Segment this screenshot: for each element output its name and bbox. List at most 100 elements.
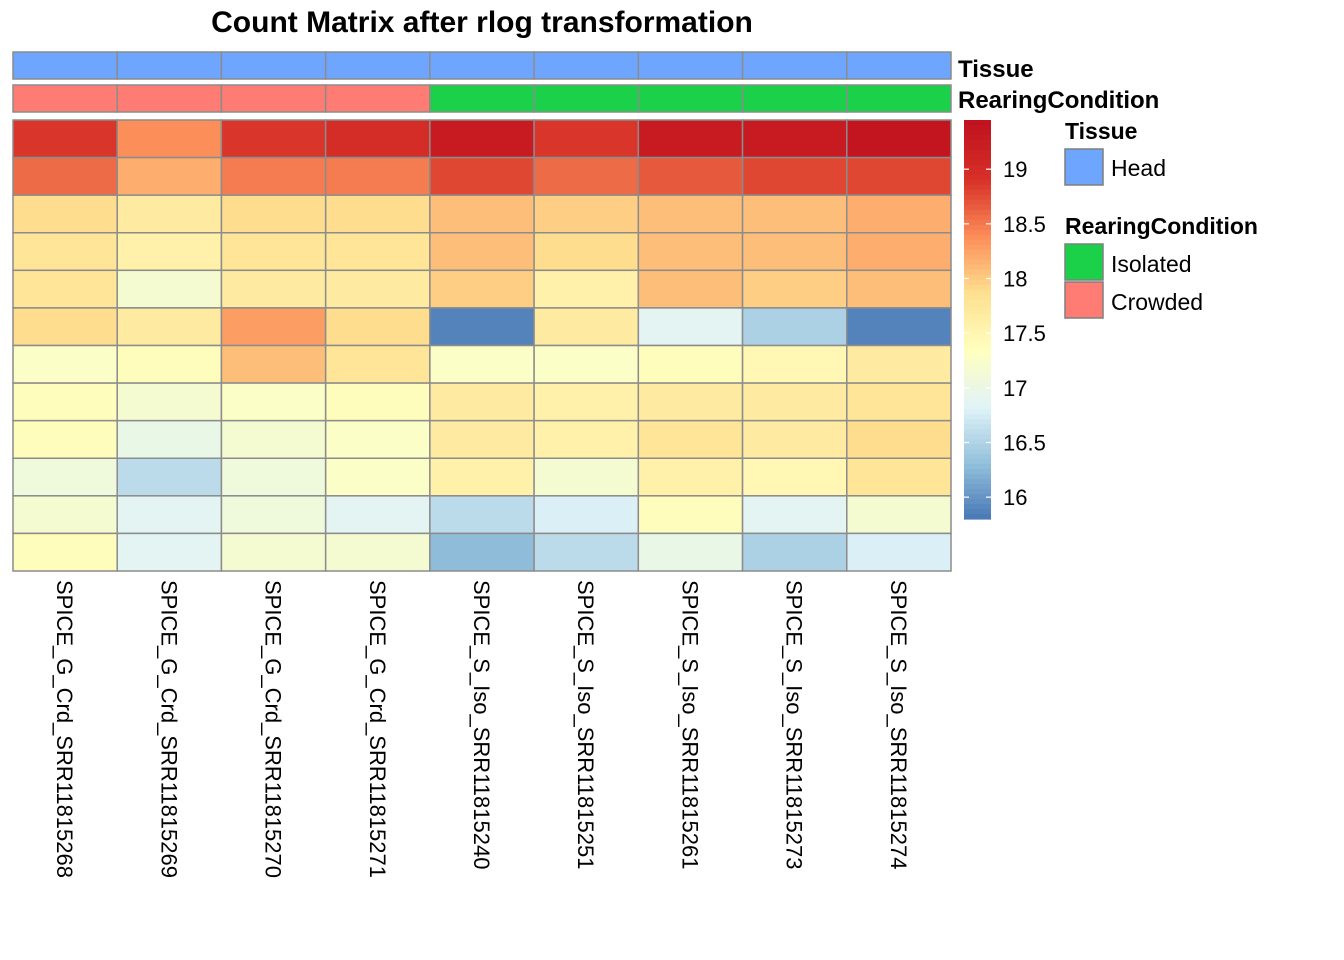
column-label: SPICE_S_Iso_SRR11815274 bbox=[886, 580, 911, 869]
color-scale-tick-label: 16 bbox=[1003, 485, 1027, 510]
tissue-annotation-cell bbox=[324, 51, 431, 80]
color-scale-segment bbox=[964, 129, 991, 136]
color-scale-segment bbox=[964, 364, 991, 370]
heatmap-cell bbox=[637, 419, 744, 459]
heatmap-cell bbox=[533, 382, 640, 422]
color-scale-segment bbox=[964, 509, 991, 515]
color-scale-segment bbox=[964, 289, 991, 296]
heatmap-cell bbox=[846, 382, 952, 422]
legend-swatch-crowded bbox=[1064, 281, 1104, 319]
heatmap-cell bbox=[741, 119, 848, 159]
heatmap-cell bbox=[637, 156, 744, 196]
legend-title-rearing-condition: RearingCondition bbox=[1065, 213, 1258, 239]
heatmap-cell bbox=[116, 419, 223, 459]
color-scale-segment bbox=[964, 424, 991, 430]
heatmap-cell bbox=[637, 194, 744, 234]
rearing-condition-annotation-label: RearingCondition bbox=[958, 87, 1159, 114]
color-scale-segment bbox=[964, 319, 991, 326]
heatmap-cell bbox=[324, 194, 431, 234]
color-scale-segment bbox=[964, 504, 991, 510]
heatmap-cell bbox=[429, 457, 535, 497]
color-scale-segment bbox=[964, 299, 991, 306]
heatmap-cell bbox=[324, 307, 431, 347]
color-scale-segment bbox=[964, 259, 991, 266]
column-label: SPICE_G_Crd_SRR11815269 bbox=[156, 580, 181, 878]
column-label: SPICE_S_Iso_SRR11815240 bbox=[469, 580, 494, 869]
color-scale-segment bbox=[964, 439, 991, 445]
heatmap-cell bbox=[533, 156, 640, 196]
color-scale-segment bbox=[964, 459, 991, 465]
color-scale-segment bbox=[964, 374, 991, 380]
color-scale-segment bbox=[964, 349, 991, 356]
rearing-condition-annotation-cell bbox=[116, 84, 223, 113]
heatmap-cell bbox=[116, 156, 223, 196]
heatmap-cell bbox=[220, 495, 327, 535]
tissue-annotation-cell bbox=[637, 51, 744, 80]
heatmap-cell bbox=[846, 307, 952, 347]
heatmap-cell bbox=[533, 269, 640, 309]
color-scale-segment bbox=[964, 184, 991, 191]
color-scale-segment bbox=[964, 334, 991, 341]
rearing-condition-annotation-bar bbox=[12, 84, 952, 113]
heatmap-cell bbox=[220, 457, 327, 497]
heatmap-cell bbox=[220, 194, 327, 234]
heatmap-cell bbox=[12, 419, 118, 459]
heatmap-cell bbox=[846, 194, 952, 234]
color-scale-segment bbox=[964, 120, 991, 126]
color-scale-segment bbox=[964, 149, 991, 156]
heatmap-cells bbox=[12, 119, 952, 572]
heatmap-cell bbox=[741, 269, 848, 309]
color-scale-tick-label: 19 bbox=[1003, 157, 1027, 182]
legend-label-isolated: Isolated bbox=[1111, 251, 1192, 277]
heatmap-cell bbox=[12, 269, 118, 309]
rearing-condition-annotation-cell bbox=[533, 84, 640, 113]
color-scale-segment bbox=[964, 489, 991, 495]
heatmap-cell bbox=[741, 532, 848, 572]
heatmap-cell bbox=[324, 156, 431, 196]
color-scale-segment bbox=[964, 444, 991, 450]
column-labels: SPICE_G_Crd_SRR11815268 SPICE_G_Crd_SRR11… bbox=[52, 580, 911, 878]
heatmap-cell bbox=[429, 232, 535, 272]
color-scale-segment bbox=[964, 294, 991, 301]
heatmap-cell bbox=[324, 532, 431, 572]
heatmap-cell bbox=[116, 119, 223, 159]
rearing-condition-annotation-cell bbox=[220, 84, 327, 113]
heatmap-cell bbox=[637, 457, 744, 497]
heatmap-cell bbox=[116, 532, 223, 572]
heatmap-cell bbox=[846, 269, 952, 309]
color-scale-segment bbox=[964, 169, 991, 176]
heatmap-cell bbox=[741, 156, 848, 196]
tissue-annotation-cell bbox=[220, 51, 327, 80]
heatmap-cell bbox=[220, 382, 327, 422]
rearing-condition-annotation-cell bbox=[324, 84, 431, 113]
heatmap-cell bbox=[12, 457, 118, 497]
color-scale-segment bbox=[964, 189, 991, 196]
tissue-annotation-cell bbox=[533, 51, 640, 80]
color-scale-segment bbox=[964, 429, 991, 435]
heatmap-cell bbox=[324, 344, 431, 384]
color-scale-segment bbox=[964, 274, 991, 281]
color-scale-segment bbox=[964, 214, 991, 221]
color-scale-segment bbox=[964, 399, 991, 405]
color-scale-segment bbox=[964, 254, 991, 261]
color-scale-segment bbox=[964, 284, 991, 291]
tissue-annotation-label: Tissue bbox=[958, 56, 1034, 83]
heatmap-cell bbox=[637, 119, 744, 159]
legend-label-crowded: Crowded bbox=[1111, 289, 1203, 315]
column-label: SPICE_G_Crd_SRR11815270 bbox=[261, 580, 286, 878]
color-scale-segment bbox=[964, 469, 991, 475]
heatmap-cell bbox=[429, 382, 535, 422]
color-scale-segment bbox=[964, 434, 991, 440]
legend-label-head: Head bbox=[1111, 155, 1166, 181]
color-scale-segment bbox=[964, 449, 991, 455]
color-scale-segment bbox=[964, 139, 991, 146]
color-scale-segment bbox=[964, 154, 991, 161]
tissue-annotation-cell bbox=[741, 51, 848, 80]
tissue-annotation-bar bbox=[12, 51, 952, 80]
color-scale-segment bbox=[964, 279, 991, 286]
color-scale-segment bbox=[964, 269, 991, 276]
heatmap-cell bbox=[12, 156, 118, 196]
heatmap-cell bbox=[116, 307, 223, 347]
color-scale-segment bbox=[964, 474, 991, 480]
